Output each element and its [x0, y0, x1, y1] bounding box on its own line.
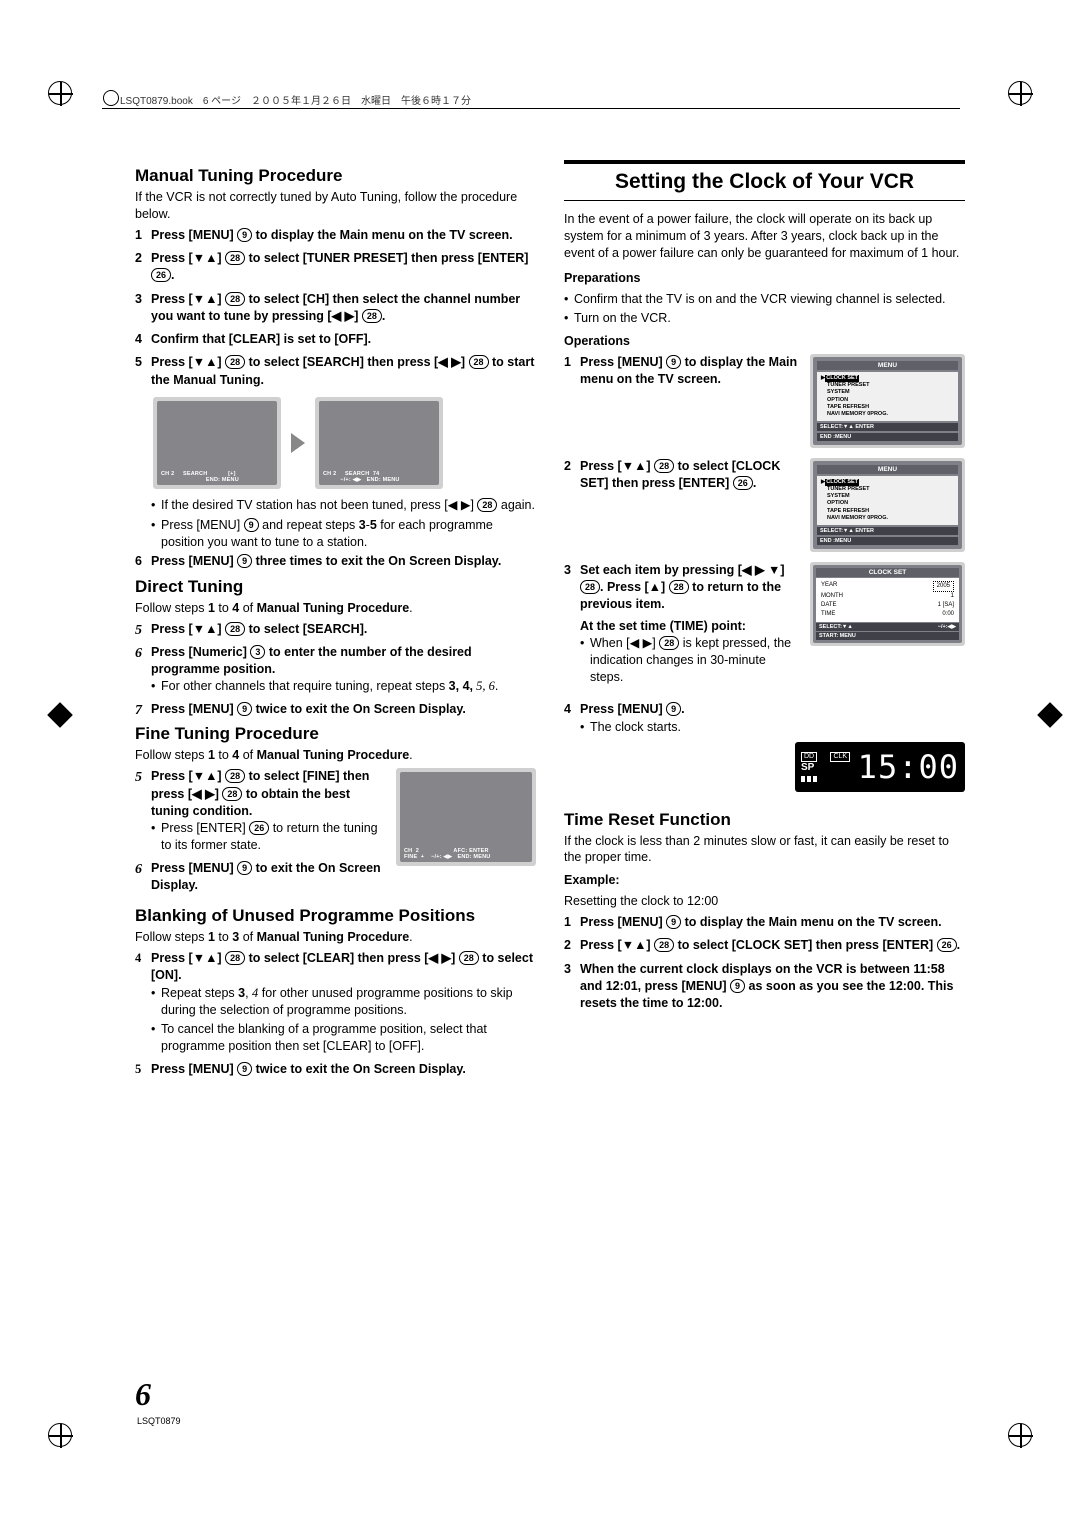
page-number: 6: [135, 1376, 151, 1413]
manual-tuning-intro: If the VCR is not correctly tuned by Aut…: [135, 189, 536, 223]
heading-setting-clock: Setting the Clock of Your VCR: [564, 160, 965, 201]
clock-intro: In the event of a power failure, the clo…: [564, 211, 965, 262]
fine-follow: Follow steps 1 to 4 of Manual Tuning Pro…: [135, 747, 536, 764]
heading-direct-tuning: Direct Tuning: [135, 577, 536, 597]
manual-notes: If the desired TV station has not been t…: [135, 497, 536, 551]
menu-osd-2: MENU ▶CLOCK SET TUNER PRESET SYSTEM OPTI…: [810, 458, 965, 552]
page-code: LSQT0879: [137, 1416, 181, 1426]
screen-before: CH 2 SEARCH [+] END: MENU: [153, 397, 281, 489]
heading-manual-tuning: Manual Tuning Procedure: [135, 166, 536, 186]
heading-preparations: Preparations: [564, 270, 965, 287]
heading-fine-tuning: Fine Tuning Procedure: [135, 724, 536, 744]
left-column: Manual Tuning Procedure If the VCR is no…: [135, 160, 536, 1438]
example-steps: 1 Press [MENU] 9 to display the Main men…: [564, 914, 965, 1012]
heading-time-reset: Time Reset Function: [564, 810, 965, 830]
menu-osd-1: MENU ▶CLOCK SET TUNER PRESET SYSTEM OPTI…: [810, 354, 965, 448]
manual-step6: 6 Press [MENU] 9 three times to exit the…: [135, 553, 536, 570]
prep-bullets: Confirm that the TV is on and the VCR vi…: [564, 291, 965, 328]
manual-screens: CH 2 SEARCH [+] END: MENU CH 2 SEARCH 74…: [153, 397, 536, 489]
screen-after: CH 2 SEARCH 74 −/+: ◀▶ END: MENU: [315, 397, 443, 489]
right-column: Setting the Clock of Your VCR In the eve…: [564, 160, 965, 1438]
heading-blanking: Blanking of Unused Programme Positions: [135, 906, 536, 926]
blank-follow: Follow steps 1 to 3 of Manual Tuning Pro…: [135, 929, 536, 946]
vcr-display: DD CLK SP 15:00: [795, 742, 965, 792]
arrow-icon: [291, 433, 305, 453]
blank-steps: 4 Press [▼▲] 28 to select [CLEAR] then p…: [135, 950, 536, 1078]
fine-steps: 5 Press [▼▲] 28 to select [FINE] then pr…: [135, 768, 536, 894]
direct-follow: Follow steps 1 to 4 of Manual Tuning Pro…: [135, 600, 536, 617]
heading-operations: Operations: [564, 333, 965, 350]
op4: 4 Press [MENU] 9. The clock starts.: [564, 701, 965, 735]
direct-steps: 5 Press [▼▲] 28 to select [SEARCH]. 6 Pr…: [135, 621, 536, 719]
manual-steps: 1 Press [MENU] 9 to display the Main men…: [135, 227, 536, 389]
clockset-osd: CLOCK SET YEAR2005 MONTH1 DATE1 [SA] TIM…: [810, 562, 965, 646]
